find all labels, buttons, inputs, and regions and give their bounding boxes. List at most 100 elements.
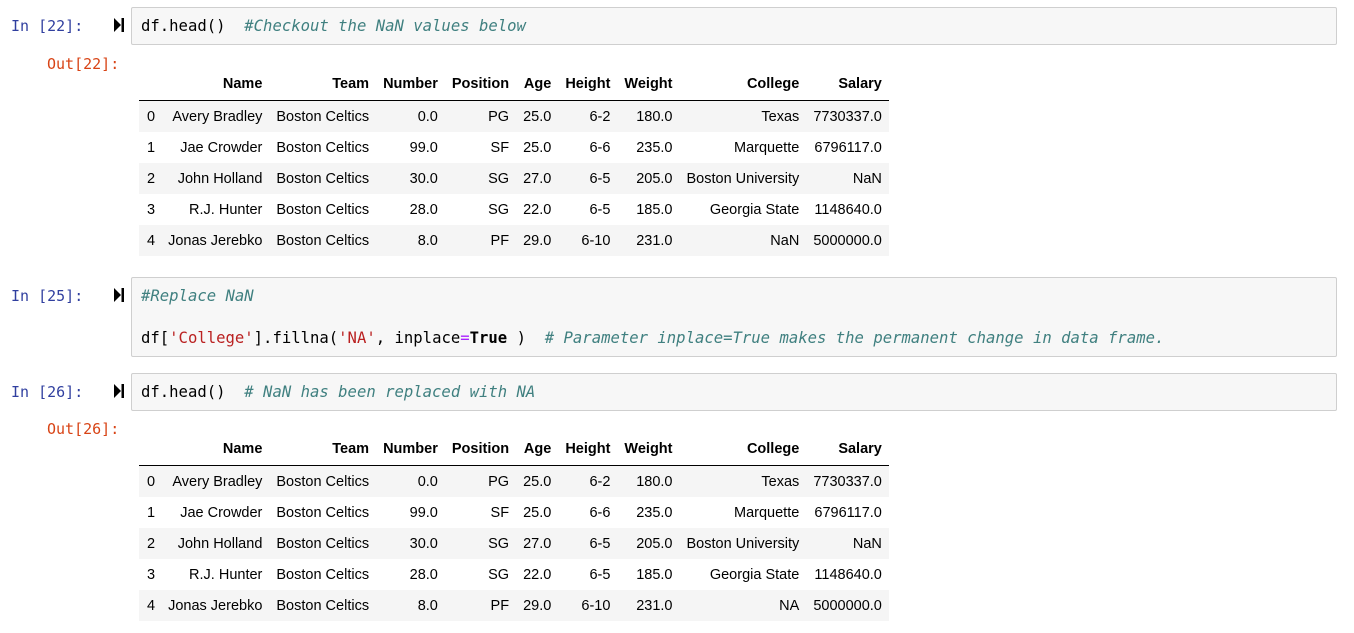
table-cell: 8.0 — [417, 232, 438, 249]
table-cell: 6-10 — [581, 597, 611, 614]
table-cell: Boston Celtics — [276, 232, 370, 249]
table-cell: Jae Crowder — [180, 139, 263, 156]
table-cell: Boston Celtics — [276, 201, 370, 218]
table-cell: Jonas Jerebko — [168, 232, 263, 249]
header-cell: Height — [558, 68, 618, 101]
input-prompt: In [26]: — [11, 383, 84, 401]
table-cell: 235.0 — [636, 504, 673, 521]
header-cell: Team — [269, 68, 377, 101]
header-cell: Number — [376, 433, 445, 466]
code-cell-input[interactable]: #Replace NaN df['College'].fillna('NA', … — [131, 277, 1337, 357]
row-index-cell: 1 — [147, 504, 156, 521]
table-row: 1 Jae Crowder Boston Celtics 99.0 SF 25.0 6-6 2… — [139, 497, 889, 528]
table-cell: NaN — [852, 535, 882, 552]
run-cell-icon[interactable] — [113, 17, 125, 33]
table-cell: 27.0 — [523, 535, 552, 552]
table-cell: Marquette — [734, 504, 800, 521]
table-cell: PF — [490, 597, 510, 614]
table-cell: 1148640.0 — [814, 566, 882, 583]
row-index-cell: 4 — [147, 597, 156, 614]
table-cell: Avery Bradley — [172, 108, 263, 125]
table-cell: 30.0 — [409, 170, 438, 187]
table-cell: SF — [490, 139, 510, 156]
table-cell: 25.0 — [523, 473, 552, 490]
table-row: 4 Jonas Jerebko Boston Celtics 8.0 PF 29.0 6-1… — [139, 590, 889, 621]
header-cell: Weight — [617, 68, 680, 101]
dataframe-table: Name Team Number Position Age Height Wei… — [139, 433, 889, 621]
table-cell: 99.0 — [409, 504, 438, 521]
header-cell — [139, 68, 162, 101]
table-cell: 0.0 — [417, 473, 438, 490]
table-cell: Boston Celtics — [276, 108, 370, 125]
table-cell: 205.0 — [636, 170, 673, 187]
header-cell: Weight — [617, 433, 680, 466]
table-cell: 1148640.0 — [814, 201, 882, 218]
table-cell: 6796117.0 — [814, 139, 882, 156]
table-row: 3 R.J. Hunter Boston Celtics 28.0 SG 22.0 6-5 1… — [139, 194, 889, 225]
header-cell: College — [679, 433, 807, 466]
table-cell: 235.0 — [636, 139, 673, 156]
header-cell: Position — [444, 68, 517, 101]
table-cell: 28.0 — [409, 201, 438, 218]
code-cell-input[interactable]: df.head() #Checkout the NaN values below — [131, 7, 1337, 45]
table-cell: 6-6 — [589, 504, 611, 521]
table-cell: 0.0 — [417, 108, 438, 125]
table-cell: Jae Crowder — [180, 504, 263, 521]
table-cell: Boston Celtics — [276, 170, 370, 187]
table-cell: NA — [779, 597, 800, 614]
row-index-cell: 3 — [147, 566, 156, 583]
table-row: 0 Avery Bradley Boston Celtics 0.0 PG 25.0 6-2… — [139, 100, 889, 132]
table-cell: SG — [488, 201, 510, 218]
table-cell: 27.0 — [523, 170, 552, 187]
run-cell-icon[interactable] — [113, 287, 125, 303]
table-cell: Boston Celtics — [276, 504, 370, 521]
table-cell: 5000000.0 — [813, 597, 882, 614]
header-cell: College — [679, 68, 807, 101]
code-line: df.head() # NaN has been replaced with N… — [141, 383, 536, 401]
code-cell-input[interactable]: df.head() # NaN has been replaced with N… — [131, 373, 1337, 411]
table-cell: Georgia State — [709, 201, 800, 218]
table-cell: Texas — [761, 108, 800, 125]
header-cell: Salary — [806, 433, 889, 466]
row-index-cell: 2 — [147, 170, 156, 187]
table-cell: 6-5 — [589, 535, 611, 552]
table-cell: John Holland — [177, 170, 263, 187]
row-index-cell: 3 — [147, 201, 156, 218]
table-cell: 28.0 — [409, 566, 438, 583]
table-row: 2 John Holland Boston Celtics 30.0 SG 27.0 6-5… — [139, 163, 889, 194]
table-row: 4 Jonas Jerebko Boston Celtics 8.0 PF 29.0 6-1… — [139, 225, 889, 256]
table-cell: 6-5 — [589, 170, 611, 187]
row-index-cell: 0 — [147, 473, 156, 490]
table-cell: Texas — [761, 473, 800, 490]
table-cell: PG — [488, 108, 510, 125]
table-header-row: Name Team Number Position Age Height Wei… — [139, 433, 889, 466]
table-cell: R.J. Hunter — [189, 566, 263, 583]
dataframe-table: Name Team Number Position Age Height Wei… — [139, 68, 889, 256]
table-cell: 6-5 — [589, 201, 611, 218]
table-cell: 185.0 — [636, 566, 673, 583]
table-cell: 22.0 — [523, 566, 552, 583]
header-cell: Name — [161, 433, 270, 466]
table-cell: 6-5 — [589, 566, 611, 583]
table-cell: SG — [488, 170, 510, 187]
table-cell: Boston University — [686, 535, 800, 552]
row-index-cell: 2 — [147, 535, 156, 552]
table-cell: Avery Bradley — [172, 473, 263, 490]
header-cell: Age — [516, 433, 559, 466]
table-cell: 8.0 — [417, 597, 438, 614]
table-cell: Boston University — [686, 170, 800, 187]
table-cell: 6796117.0 — [814, 504, 882, 521]
run-cell-icon[interactable] — [113, 383, 125, 399]
table-cell: 7730337.0 — [813, 108, 882, 125]
table-cell: R.J. Hunter — [189, 201, 263, 218]
table-cell: 6-6 — [589, 139, 611, 156]
table-row: 1 Jae Crowder Boston Celtics 99.0 SF 25.0 6-6 2… — [139, 132, 889, 163]
table-cell: 30.0 — [409, 535, 438, 552]
table-cell: NaN — [852, 170, 882, 187]
code-line: #Replace NaN — [141, 287, 254, 305]
code-line: df.head() #Checkout the NaN values below — [141, 17, 526, 35]
table-cell: John Holland — [177, 535, 263, 552]
table-cell: Boston Celtics — [276, 597, 370, 614]
table-cell: 25.0 — [523, 139, 552, 156]
table-row: 0 Avery Bradley Boston Celtics 0.0 PG 25.0 6-2… — [139, 465, 889, 497]
